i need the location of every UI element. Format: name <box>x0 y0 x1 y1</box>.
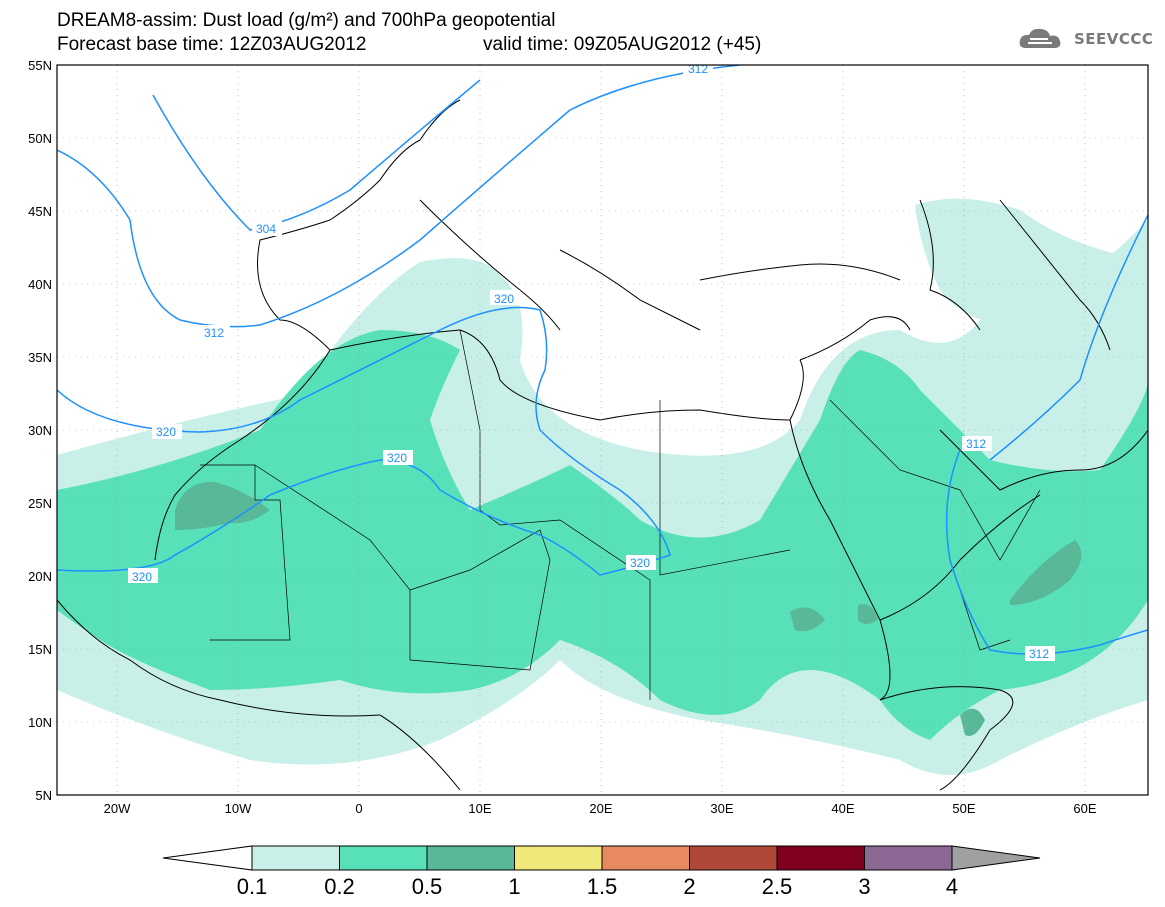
lat-label: 25N <box>28 496 52 511</box>
colorbar-label: 0.1 <box>237 874 268 899</box>
dust-field-dark-5 <box>960 708 985 736</box>
chart-title: DREAM8-assim: Dust load (g/m²) and 700hP… <box>57 10 556 31</box>
lat-label: 30N <box>28 423 52 438</box>
colorbar-label: 0.2 <box>324 874 355 899</box>
dust-field-medium <box>57 330 1148 740</box>
lat-label: 5N <box>35 788 52 803</box>
colorbar-label: 0.5 <box>412 874 443 899</box>
colorbar-under-arrow <box>162 845 253 871</box>
coastlines <box>57 99 1148 791</box>
contour-312-ne <box>989 214 1148 461</box>
lon-label: 20W <box>104 801 131 816</box>
lon-label: 30E <box>710 801 733 816</box>
colorbar-label: 1.5 <box>587 874 618 899</box>
lat-label: 15N <box>28 642 52 657</box>
dust-field-light-caspian <box>915 198 1142 332</box>
colorbar-box <box>776 845 865 871</box>
lat-label: 45N <box>28 204 52 219</box>
contour-304 <box>152 79 481 231</box>
lat-label: 20N <box>28 569 52 584</box>
contour-312-east <box>945 449 1148 655</box>
lon-label: 0 <box>355 801 362 816</box>
dust-fields <box>57 99 1148 791</box>
lat-label: 55N <box>28 58 52 73</box>
contour-label: 320 <box>132 570 152 584</box>
country-borders <box>200 329 1041 700</box>
colorbar-labels: 0.1 0.2 0.5 1 1.5 2 2.5 3 4 <box>237 874 958 899</box>
colorbar-label: 4 <box>946 874 958 899</box>
colorbar-label: 2 <box>683 874 695 899</box>
geopotential-contours <box>57 65 1148 655</box>
colorbar-box <box>251 845 340 871</box>
lat-label: 40N <box>28 277 52 292</box>
contour-312-north <box>57 65 741 328</box>
lon-label: 10E <box>468 801 491 816</box>
valid-time: valid time: 09Z05AUG2012 (+45) <box>483 34 762 55</box>
contour-label: 304 <box>256 222 276 236</box>
colorbar-boxes <box>251 845 953 871</box>
lat-label: 50N <box>28 131 52 146</box>
cloud-logo-icon <box>1019 28 1061 48</box>
lat-label: 35N <box>28 350 52 365</box>
lon-label: 10W <box>225 801 252 816</box>
contour-label: 320 <box>630 556 650 570</box>
colorbar-box <box>339 845 428 871</box>
lon-label: 60E <box>1073 801 1096 816</box>
colorbar-label: 2.5 <box>762 874 793 899</box>
colorbar-box <box>864 845 953 871</box>
colorbar-box <box>426 845 515 871</box>
contour-label: 312 <box>966 437 986 451</box>
lat-label: 10N <box>28 715 52 730</box>
lon-label: 40E <box>831 801 854 816</box>
lon-label: 20E <box>589 801 612 816</box>
latitude-labels: 55N 50N 45N 40N 35N 30N 25N 20N 15N 10N … <box>28 58 52 803</box>
contour-label: 312 <box>688 62 708 76</box>
colorbar-over-arrow <box>951 845 1041 871</box>
colorbar-label: 3 <box>858 874 870 899</box>
colorbar-label: 1 <box>508 874 520 899</box>
contour-label: 320 <box>156 425 176 439</box>
contour-label: 312 <box>204 326 224 340</box>
logo-text: SEEVCCC <box>1074 30 1154 48</box>
contour-label: 320 <box>387 451 407 465</box>
contour-label: 320 <box>494 292 514 306</box>
lon-label: 50E <box>952 801 975 816</box>
longitude-labels: 20W 10W 0 10E 20E 30E 40E 50E 60E <box>104 801 1097 816</box>
colorbar-box <box>601 845 690 871</box>
contour-label: 312 <box>1029 647 1049 661</box>
forecast-base-time: Forecast base time: 12Z03AUG2012 <box>57 34 367 55</box>
dust-field-dark-3 <box>790 607 825 632</box>
colorbar: 0.1 0.2 0.5 1 1.5 2 2.5 3 4 <box>162 845 1041 899</box>
dust-field-dark-1 <box>175 481 270 530</box>
colorbar-box <box>689 845 778 871</box>
contour-labels: 312 304 312 320 320 320 320 320 312 312 <box>128 60 1055 661</box>
dust-field-dark-2 <box>1010 540 1082 605</box>
seevccc-logo: SEEVCCC <box>1018 26 1153 52</box>
dust-field-dark-4 <box>858 604 878 624</box>
colorbar-box <box>514 845 603 871</box>
contour-320-west <box>57 306 671 576</box>
map-frame <box>56 64 1149 796</box>
